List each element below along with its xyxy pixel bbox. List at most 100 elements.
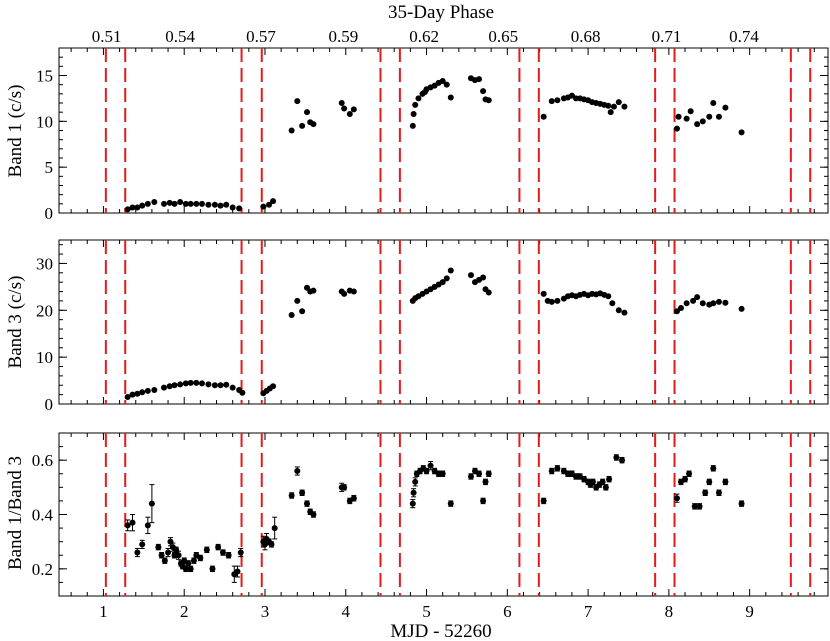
data-point [185, 560, 192, 567]
data-point [155, 544, 162, 551]
data-point [166, 383, 173, 390]
data-point [144, 200, 151, 207]
data-point [144, 387, 151, 394]
data-point [699, 118, 706, 125]
top-tick-label: 0.65 [488, 27, 518, 46]
data-point [197, 554, 204, 561]
data-point [234, 568, 241, 575]
data-point [341, 290, 348, 297]
data-point [166, 199, 173, 206]
data-point [219, 549, 226, 556]
data-point [410, 111, 417, 117]
data-point [715, 298, 722, 305]
data-point [480, 88, 487, 95]
data-point [341, 105, 348, 112]
data-point [260, 203, 267, 210]
data-point [554, 465, 561, 472]
data-point [229, 204, 236, 211]
data-point [177, 199, 184, 205]
y-tick-label: 15 [36, 67, 53, 86]
data-point [124, 522, 131, 529]
y-tick-label: 0.2 [32, 560, 53, 579]
data-point [338, 100, 345, 106]
data-point [158, 552, 165, 559]
data-point [151, 199, 158, 205]
data-point [602, 484, 609, 491]
data-point [410, 489, 417, 496]
y-tick-label: 30 [36, 254, 53, 273]
data-point [415, 95, 422, 102]
data-point [447, 267, 454, 274]
data-point [187, 200, 194, 207]
data-point [423, 468, 430, 475]
data-point [203, 546, 210, 553]
data-point [236, 205, 243, 212]
top-tick-label: 0.51 [92, 27, 122, 46]
data-point [467, 473, 474, 480]
data-point [673, 308, 680, 315]
data-point [540, 290, 547, 297]
data-point [605, 102, 612, 109]
data-point [485, 289, 492, 296]
data-point [161, 200, 168, 207]
data-point [467, 272, 474, 279]
top-tick-label: 0.62 [409, 27, 439, 46]
data-point [439, 470, 446, 477]
data-point [129, 391, 136, 398]
data-point [722, 104, 729, 111]
data-point [129, 519, 136, 526]
data-point [205, 381, 212, 388]
x-tick-label: 2 [180, 602, 189, 621]
y-tick-label: 10 [36, 348, 53, 367]
data-point [613, 454, 620, 461]
data-point [715, 489, 722, 496]
data-point [443, 275, 450, 282]
x-tick-label: 1 [99, 602, 108, 621]
data-point [310, 511, 317, 518]
data-point [482, 478, 489, 485]
data-point [270, 198, 277, 205]
data-point [607, 109, 614, 116]
y-tick-label: 20 [36, 301, 53, 320]
data-point [548, 468, 555, 475]
top-tick-label: 0.59 [328, 27, 358, 46]
data-point [439, 78, 446, 84]
data-point [182, 565, 189, 572]
data-point [691, 503, 698, 510]
data-point [299, 122, 306, 129]
panel-2: 0 10 20 30 [36, 239, 829, 414]
x-tick-label: 3 [261, 602, 270, 621]
top-tick-label: 0.54 [165, 27, 195, 46]
data-point [209, 565, 216, 572]
data-point [443, 81, 450, 88]
data-point [677, 304, 684, 311]
data-point [148, 500, 155, 507]
data-point [215, 544, 222, 551]
data-point [294, 98, 301, 105]
top-tick-label: 0.74 [729, 27, 759, 46]
data-point [139, 202, 146, 209]
data-point [686, 470, 693, 477]
data-point [610, 103, 617, 110]
data-point [606, 476, 613, 483]
data-point [710, 300, 717, 307]
data-point [694, 294, 701, 301]
data-point [609, 300, 616, 307]
data-point [687, 108, 694, 115]
x-axis-ticks: 1 2 3 4 5 6 7 8 9 [99, 602, 754, 621]
data-point [683, 300, 690, 307]
data-point [294, 468, 301, 475]
data-point [187, 565, 194, 572]
data-point [144, 522, 151, 529]
top-axis-ticks: 0.51 0.54 0.57 0.59 0.62 0.65 0.68 0.71 0.74 [92, 27, 760, 46]
data-point [175, 552, 182, 559]
data-point [341, 484, 348, 491]
data-point [288, 127, 295, 134]
data-point [599, 478, 606, 485]
data-point [124, 206, 131, 213]
data-point [675, 113, 682, 120]
data-point [412, 101, 419, 108]
data-point [480, 274, 487, 281]
data-point [182, 200, 189, 207]
